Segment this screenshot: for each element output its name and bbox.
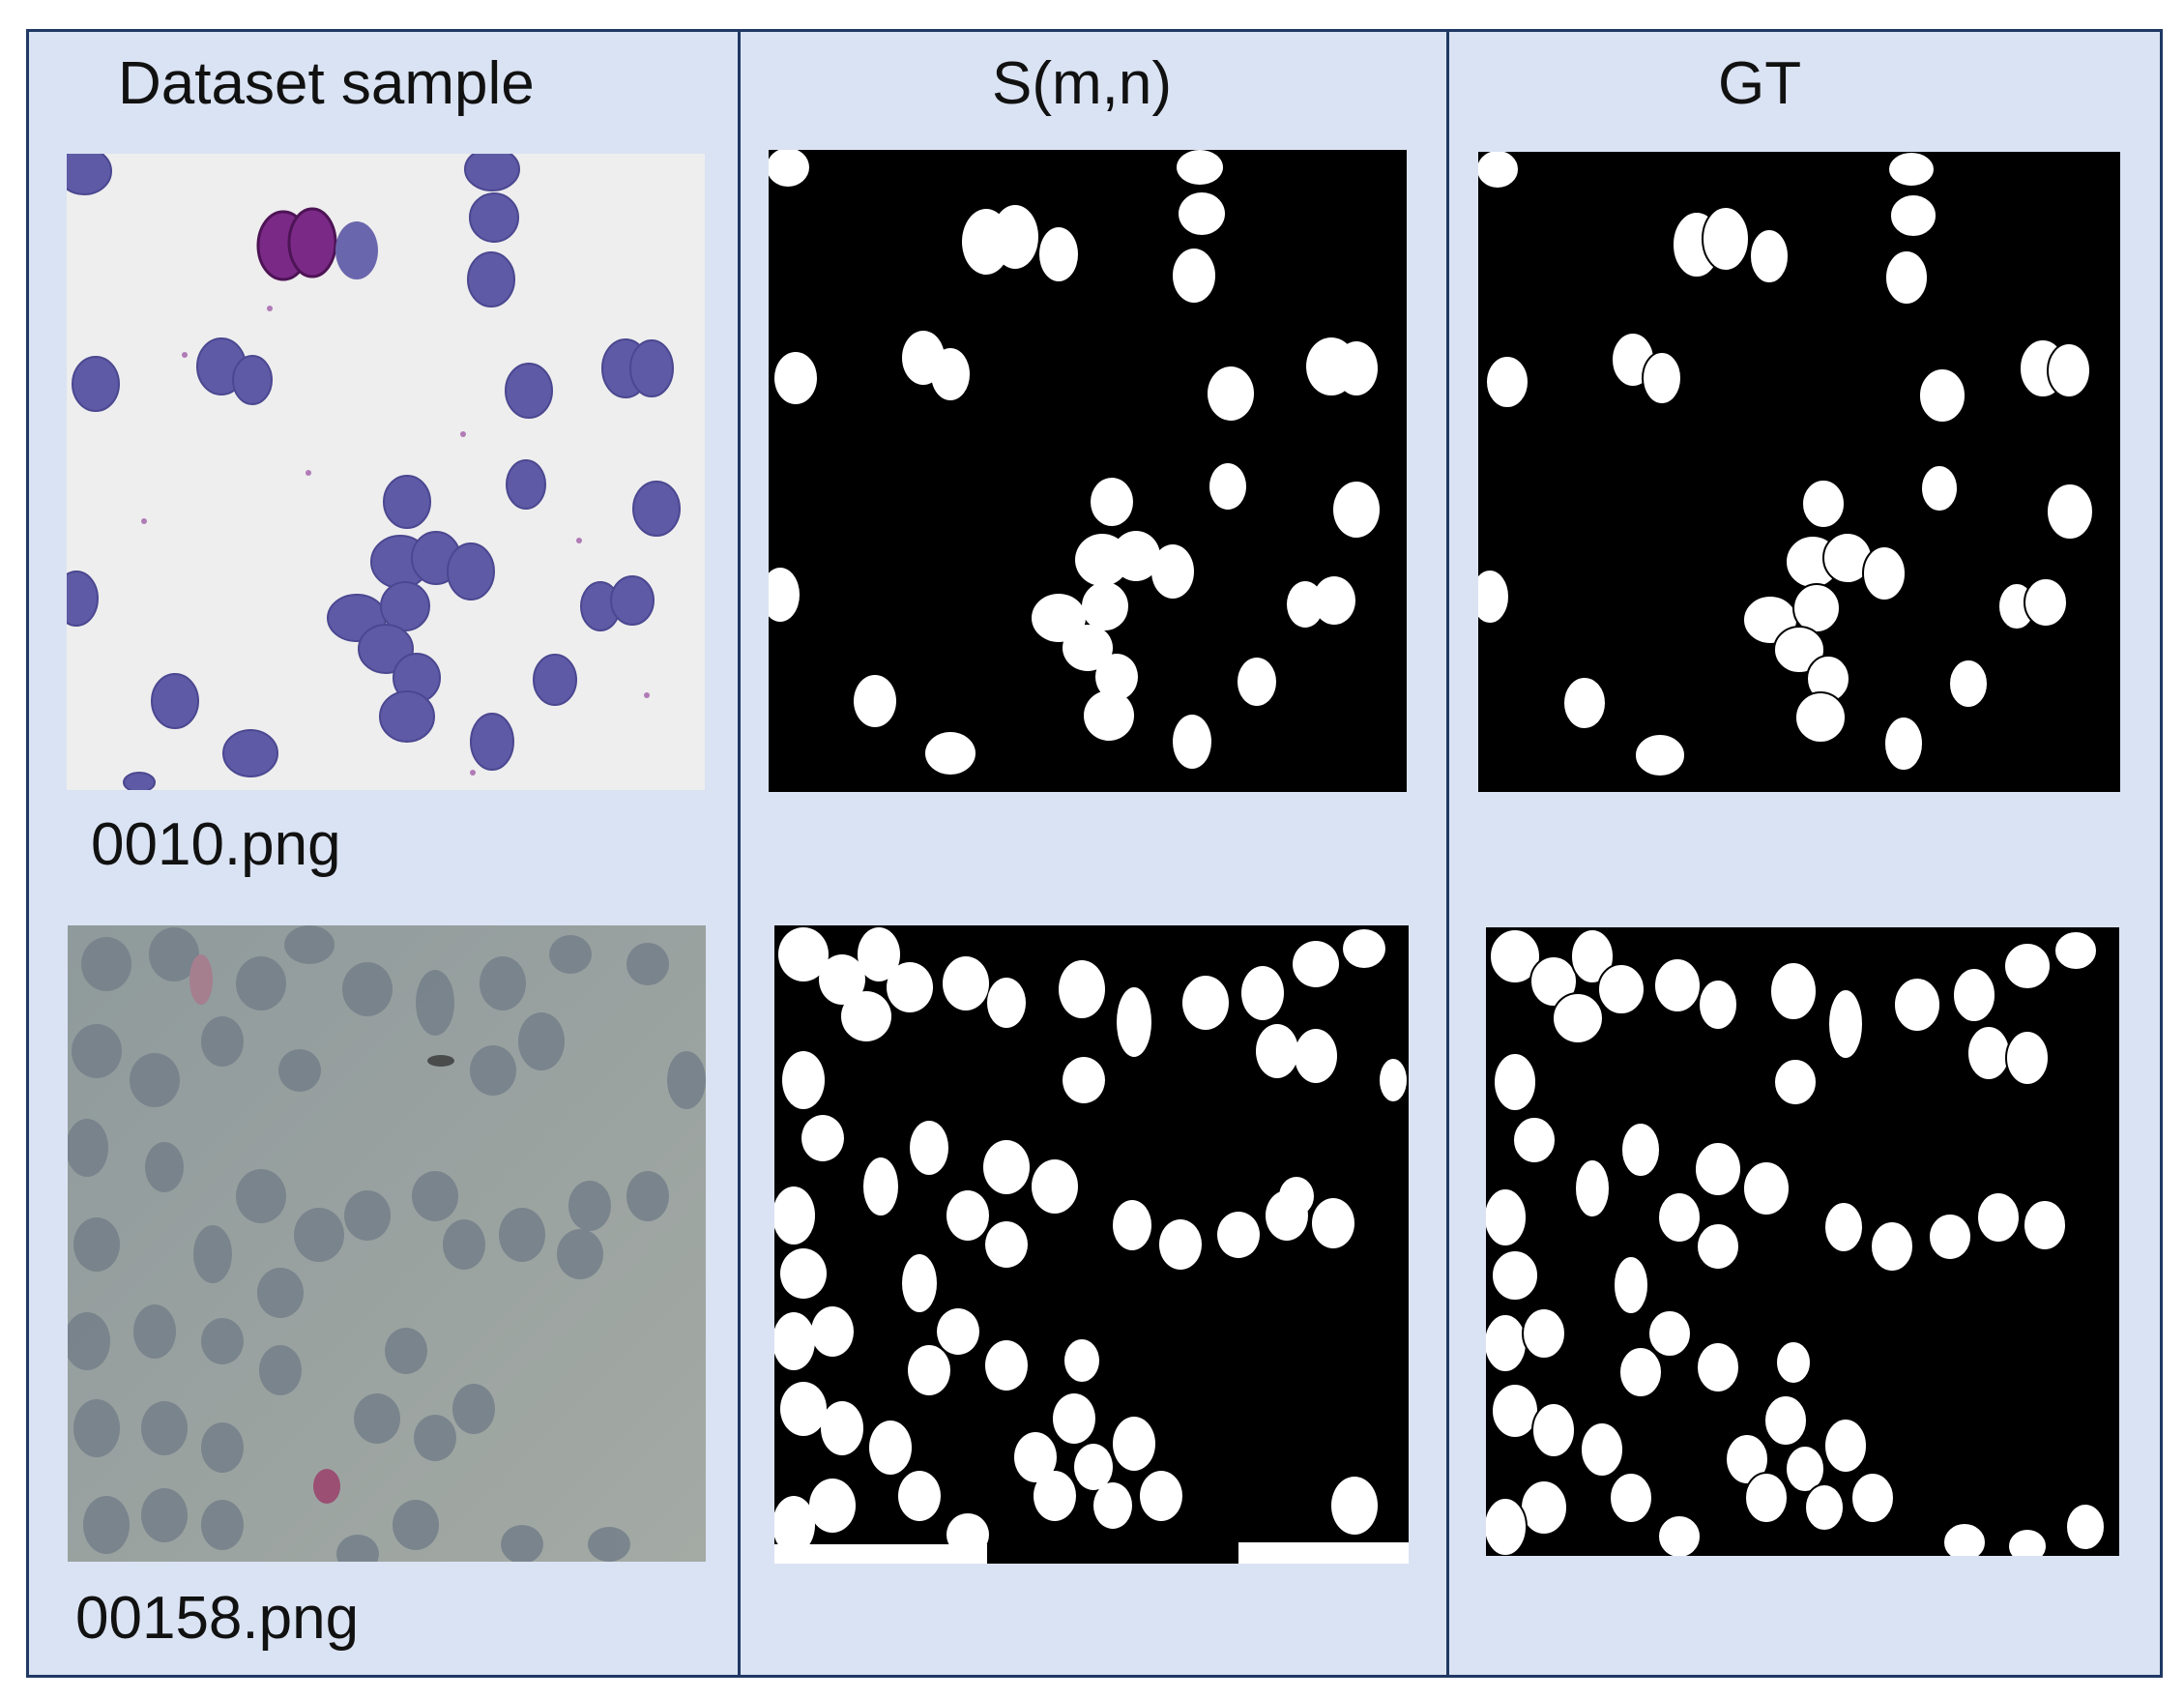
segmentation-mask-00158: [774, 925, 1409, 1564]
filename-00158: 00158.png: [75, 1585, 360, 1652]
header-gt: GT: [1718, 50, 1802, 117]
ground-truth-mask-0010: [1478, 152, 2120, 792]
column-divider-2: [1446, 32, 1449, 1675]
ground-truth-mask-00158: [1486, 927, 2119, 1556]
sample-image-0010: [67, 154, 705, 790]
column-divider-1: [738, 32, 741, 1675]
figure-grid: Dataset sample S(m,n) GT: [26, 29, 2163, 1678]
filename-0010: 0010.png: [91, 811, 341, 878]
segmentation-mask-0010: [769, 150, 1407, 792]
header-s-m-n: S(m,n): [992, 50, 1172, 117]
header-dataset-sample: Dataset sample: [118, 50, 535, 117]
sample-image-00158: [68, 925, 706, 1562]
